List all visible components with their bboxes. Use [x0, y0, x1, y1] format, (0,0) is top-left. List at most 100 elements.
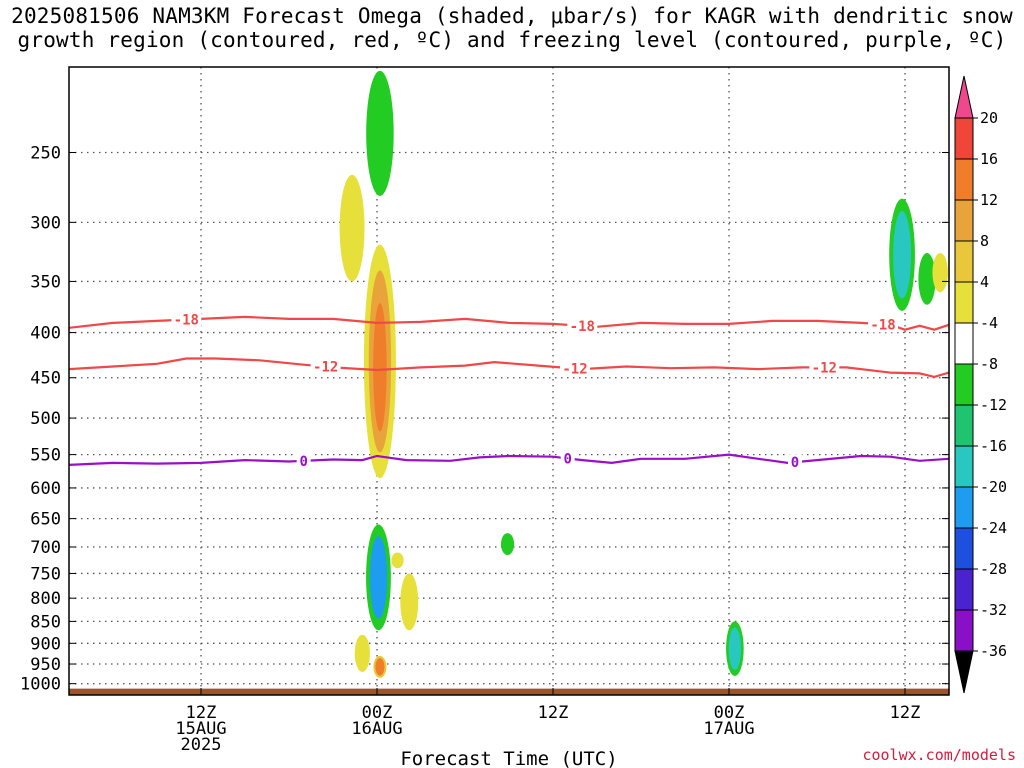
x-tick-label: 12Z: [890, 703, 921, 723]
contour-label-bg: [560, 360, 590, 377]
y-tick-label: 450: [30, 369, 61, 389]
colorbar-label: -28: [980, 560, 1007, 578]
colorbar-segment: [954, 363, 974, 406]
colorbar-label: 8: [980, 232, 989, 250]
x-tick-label: 17AUG: [703, 719, 754, 739]
y-tick-label: 350: [30, 272, 61, 292]
x-tick-label: 00Z: [714, 703, 745, 723]
y-tick-label: 550: [30, 446, 61, 466]
grid-lines: [69, 67, 949, 695]
temperature-contours: -18 -18 -18 -12 -12 -12 0 0 0: [69, 311, 949, 471]
x-tick-label: 2025: [181, 735, 222, 755]
omega-cell-10: [893, 210, 912, 299]
contour-label: -18: [870, 317, 895, 333]
chart-title-line-1: 2025081506 NAM3KM Forecast Omega (shaded…: [11, 4, 1013, 28]
contour-label-bg: [788, 454, 802, 471]
x-tick-label: 15AUG: [175, 719, 226, 739]
y-tick-label: 750: [30, 564, 61, 584]
contour-0: [69, 453, 949, 466]
colorbar-segment: [954, 322, 974, 365]
colorbar-label: -12: [980, 396, 1007, 414]
colorbar-segment: [954, 486, 974, 529]
colorbar-label: 20: [980, 109, 998, 127]
y-tick-label: 1000: [20, 675, 61, 695]
contour-label-bg: [171, 311, 202, 328]
contour-label-bg: [809, 359, 840, 376]
contour-label-bg: [310, 358, 341, 375]
contour-label: -12: [562, 362, 587, 378]
omega-cell-9: [728, 627, 742, 670]
omega-cell-8: [500, 533, 515, 556]
contour--12: [69, 357, 949, 379]
colorbar-bottom-arrow: [954, 650, 974, 694]
colorbar: 20 16 12 8 4 -4 -8 -12 -16 -20 -24 -28 -32 -36: [954, 75, 1007, 694]
omega-cell-12: [932, 253, 948, 293]
colorbar-label: -16: [980, 437, 1007, 455]
colorbar-label: -32: [980, 601, 1007, 619]
contour-label-bg: [868, 316, 898, 333]
y-axis-ticks: 2503003504004505005506006507007508008509…: [20, 143, 949, 695]
y-tick-label: 650: [30, 510, 61, 530]
x-tick-label: 12Z: [538, 703, 569, 723]
contour-label-bg: [560, 450, 575, 467]
omega-shading: [339, 70, 948, 678]
colorbar-segment: [954, 199, 974, 242]
contour-label: 0: [299, 454, 307, 470]
colorbar-label: -4: [980, 314, 998, 332]
contour-label: -12: [812, 360, 837, 376]
y-tick-label: 800: [30, 589, 61, 609]
y-tick-label: 700: [30, 538, 61, 558]
y-tick-label: 950: [30, 655, 61, 675]
y-tick-label: 500: [30, 409, 61, 429]
x-axis-title: Forecast Time (UTC): [400, 748, 617, 768]
colorbar-label: 12: [980, 191, 998, 209]
colorbar-segment: [954, 609, 974, 652]
contour-label: 0: [563, 451, 571, 467]
omega-cell-2-core: [373, 303, 387, 432]
colorbar-segment: [954, 158, 974, 201]
colorbar-segment: [954, 568, 974, 611]
contour-label: -12: [313, 360, 338, 376]
chart-title-line-2: growth region (contoured, red, ºC) and f…: [17, 28, 1007, 52]
contour-label: 0: [791, 455, 799, 471]
colorbar-label: 16: [980, 150, 998, 168]
colorbar-segment: [954, 527, 974, 570]
chart-title: 2025081506 NAM3KM Forecast Omega (shaded…: [0, 4, 1024, 52]
y-tick-label: 600: [30, 479, 61, 499]
colorbar-label: -20: [980, 478, 1007, 496]
omega-cell-4: [391, 552, 404, 569]
y-tick-label: 250: [30, 143, 61, 163]
x-tick-label: 00Z: [362, 703, 393, 723]
colorbar-label: 4: [980, 273, 989, 291]
colorbar-label: -36: [980, 642, 1007, 660]
colorbar-segment: [954, 240, 974, 283]
colorbar-top-arrow: [954, 75, 974, 119]
plot-frame: [68, 66, 950, 696]
contour-label-bg: [567, 317, 598, 334]
omega-cell-3: [369, 536, 388, 619]
y-tick-label: 850: [30, 612, 61, 632]
credit-link[interactable]: coolwx.com/models: [862, 746, 1016, 764]
omega-cell-11: [918, 253, 936, 305]
colorbar-segment: [954, 404, 974, 447]
contour-label: -18: [174, 313, 199, 329]
x-tick-label: 16AUG: [351, 719, 402, 739]
omega-cell-6: [354, 634, 370, 673]
omega-cell-5: [400, 573, 419, 631]
ground-bar: [69, 688, 949, 695]
y-tick-label: 900: [30, 634, 61, 654]
omega-cell-1: [366, 70, 394, 196]
y-tick-label: 400: [30, 324, 61, 344]
x-tick-label: 12Z: [186, 703, 217, 723]
contour-label: -18: [570, 319, 595, 335]
colorbar-segment: [954, 281, 974, 324]
colorbar-label: -24: [980, 519, 1007, 537]
y-tick-label: 300: [30, 213, 61, 233]
colorbar-segment: [954, 445, 974, 488]
omega-cell-0: [339, 174, 365, 282]
colorbar-label: -8: [980, 355, 998, 373]
omega-cell-7: [375, 658, 385, 676]
colorbar-segment: [954, 117, 974, 160]
